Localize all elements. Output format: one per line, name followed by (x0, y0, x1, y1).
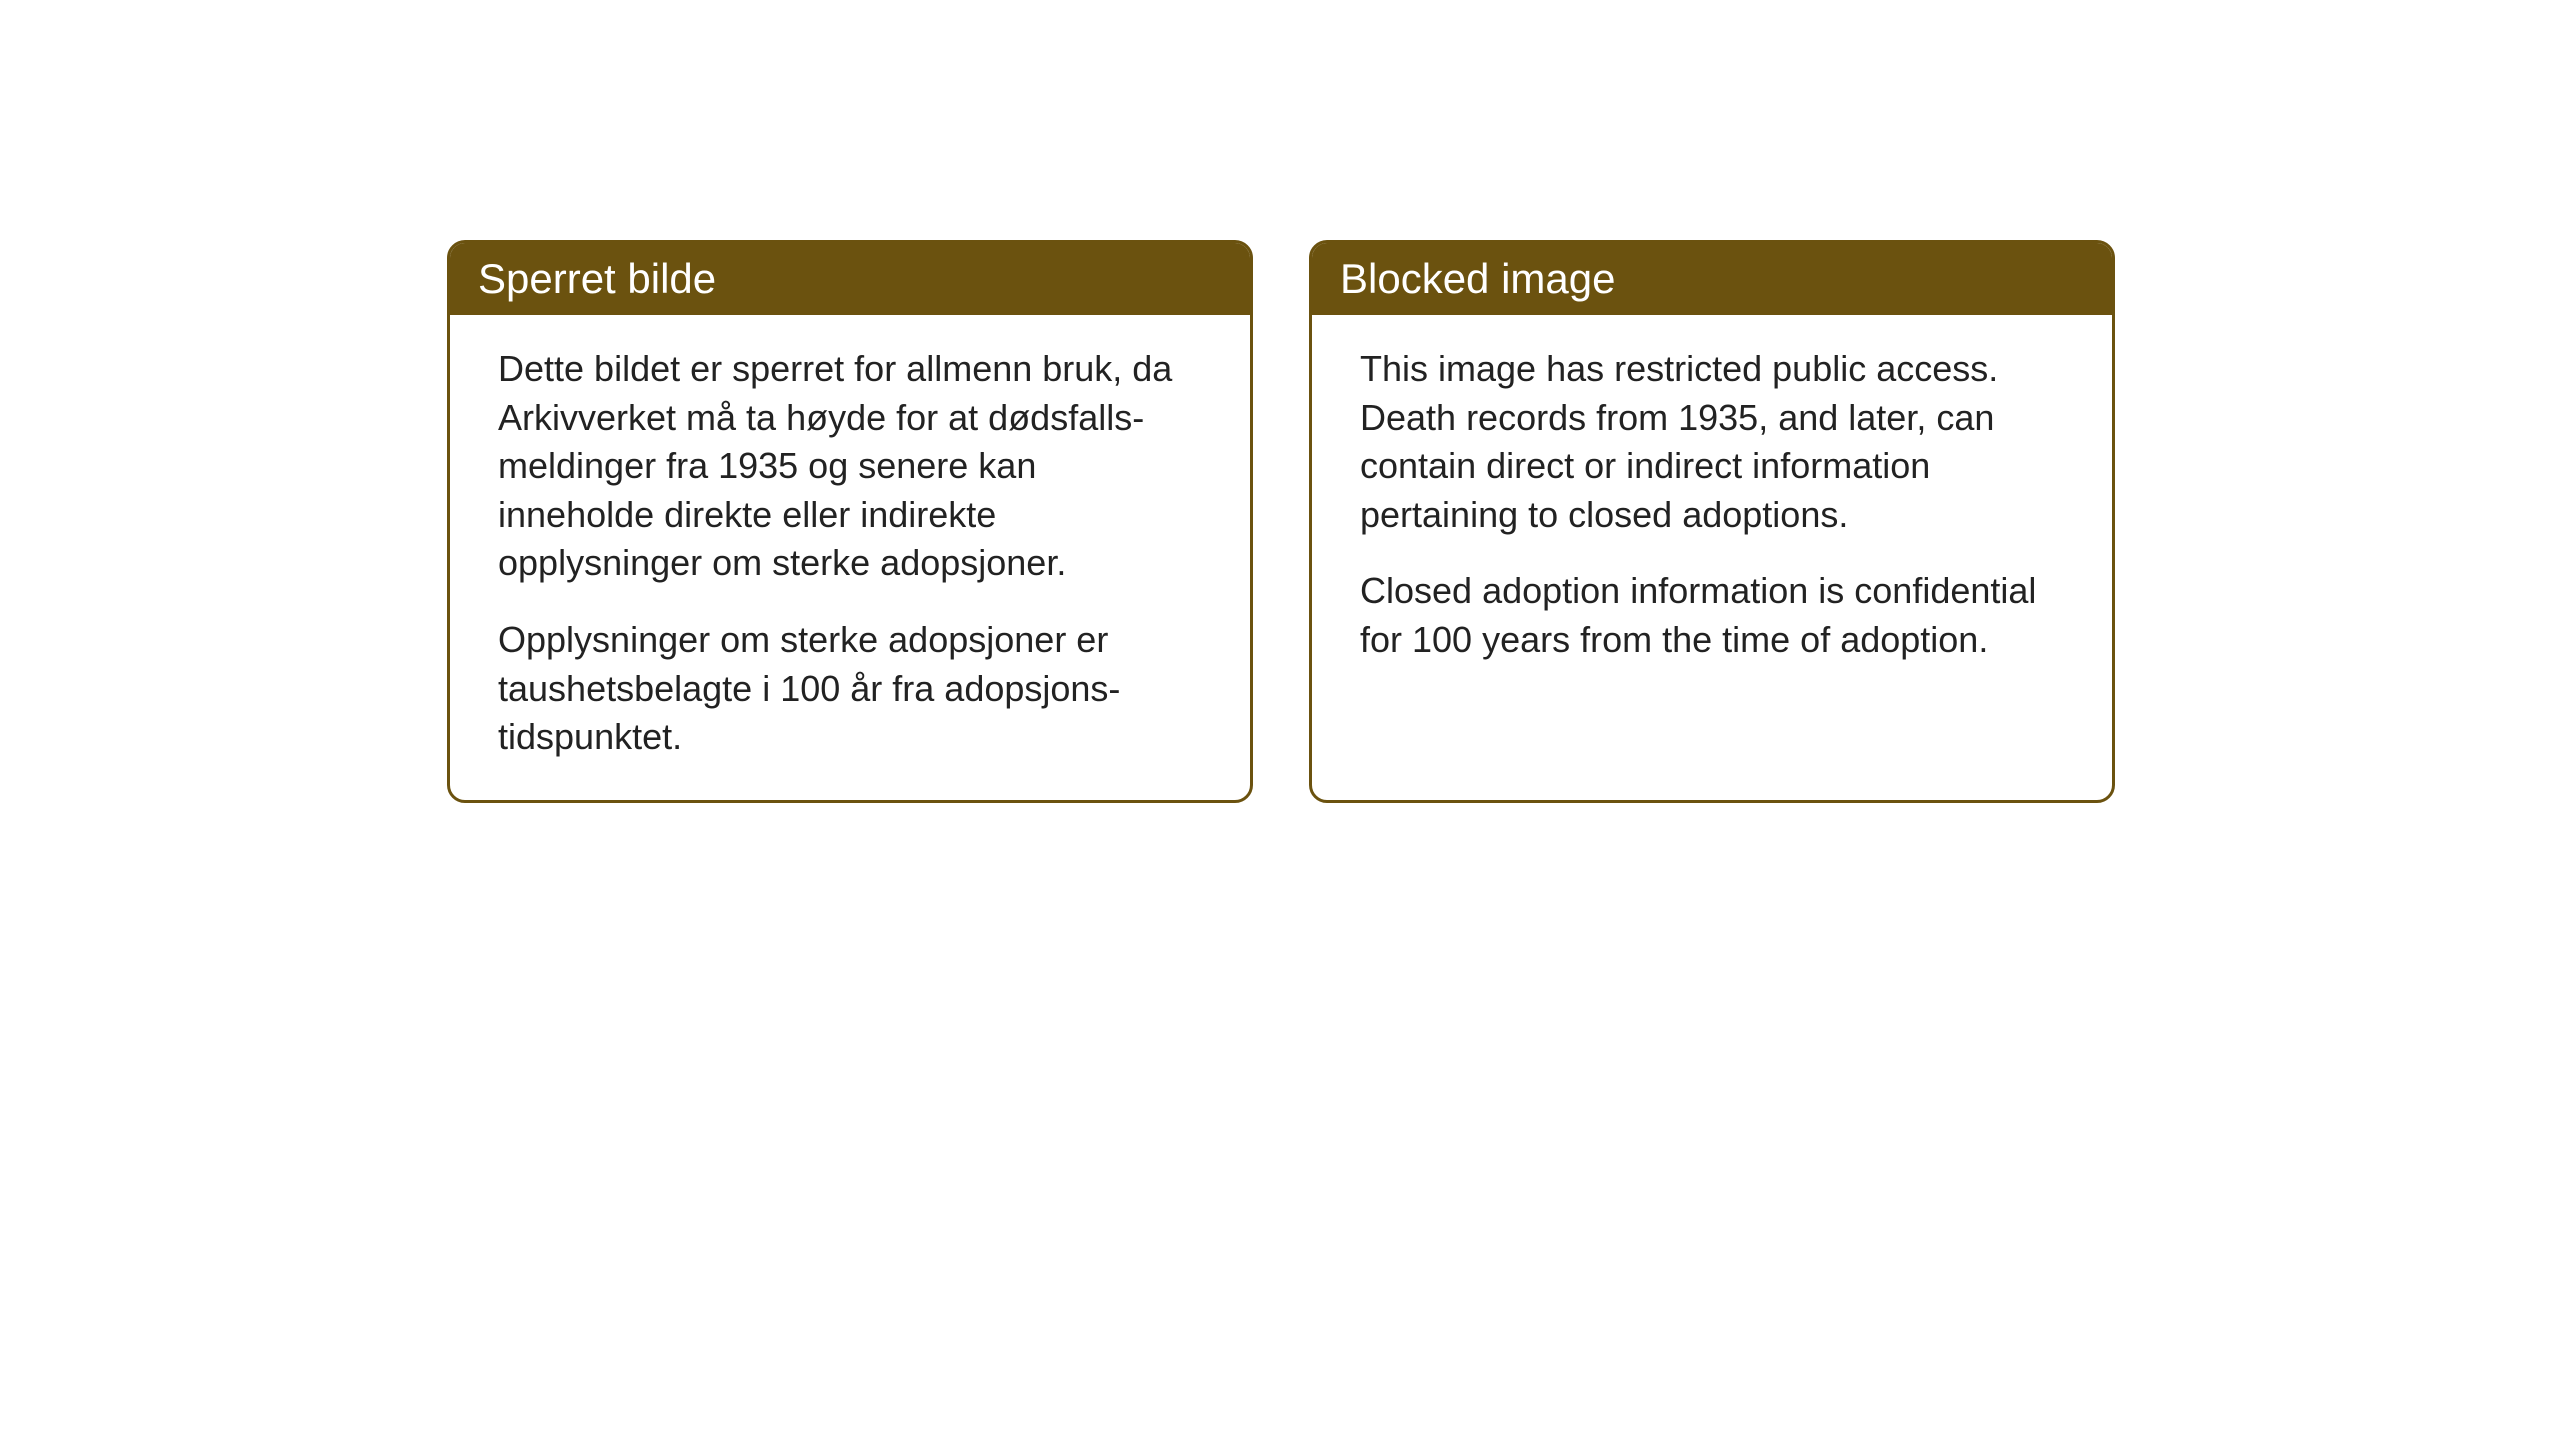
card-english-paragraph-2: Closed adoption information is confident… (1360, 567, 2064, 664)
card-english: Blocked image This image has restricted … (1309, 240, 2115, 803)
card-english-paragraph-1: This image has restricted public access.… (1360, 345, 2064, 539)
card-norwegian-paragraph-2: Opplysninger om sterke adopsjoner er tau… (498, 616, 1202, 762)
card-english-header: Blocked image (1312, 243, 2112, 315)
card-norwegian-header: Sperret bilde (450, 243, 1250, 315)
card-english-title: Blocked image (1340, 255, 1615, 302)
card-norwegian-title: Sperret bilde (478, 255, 716, 302)
card-english-body: This image has restricted public access.… (1312, 315, 2112, 703)
card-norwegian-paragraph-1: Dette bildet er sperret for allmenn bruk… (498, 345, 1202, 588)
cards-container: Sperret bilde Dette bildet er sperret fo… (447, 240, 2115, 803)
card-norwegian-body: Dette bildet er sperret for allmenn bruk… (450, 315, 1250, 800)
card-norwegian: Sperret bilde Dette bildet er sperret fo… (447, 240, 1253, 803)
